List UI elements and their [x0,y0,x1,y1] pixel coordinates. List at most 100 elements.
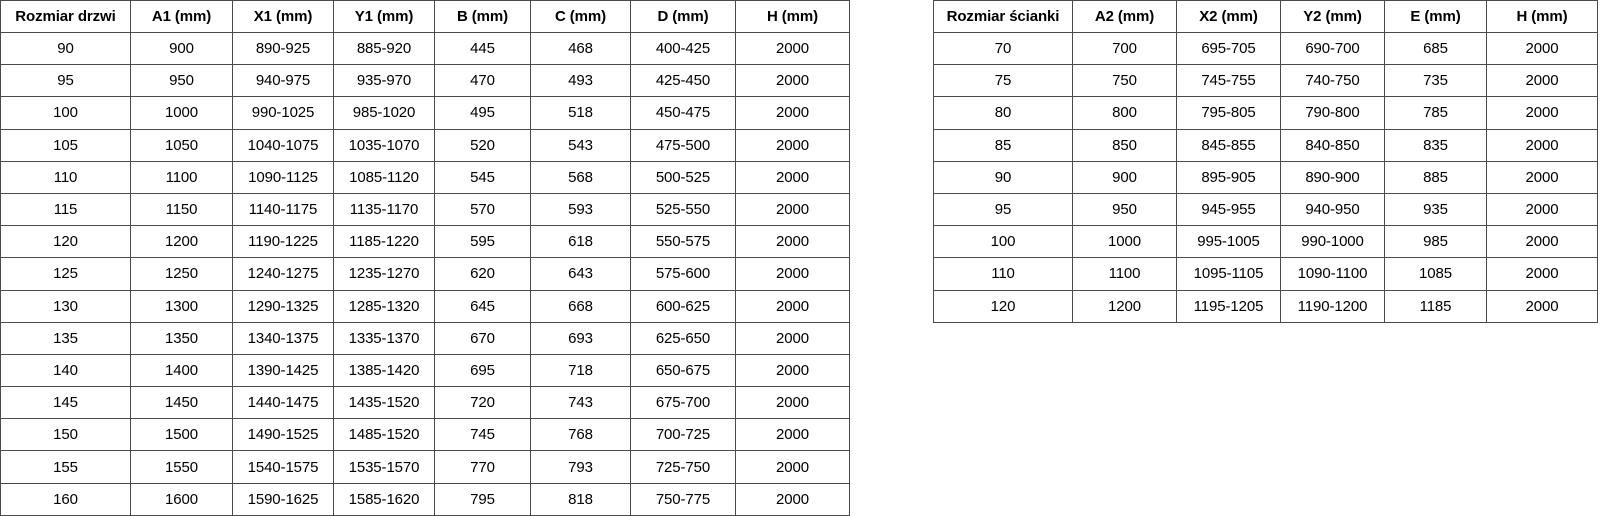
table-cell: 768 [530,418,631,452]
table-cell: 745 [434,418,531,452]
table-cell: 2000 [1486,128,1598,162]
table-cell: 2000 [735,386,850,420]
table-cell: 543 [530,128,631,162]
table-row: 130 1300 1290-1325 1285-1320 645 668 600-625 20… [0,289,850,323]
table-cell: 470 [434,64,531,98]
table-cell: 1500 [130,418,233,452]
table-cell: 1335-1370 [333,321,435,355]
table-cell: 645 [434,289,531,323]
column-header: H (mm) [1486,0,1598,33]
table-cell: 1240-1275 [232,257,334,291]
table-cell: 120 [0,225,131,259]
table-cell: 693 [530,321,631,355]
column-header: C (mm) [530,0,631,33]
table-cell: 110 [0,160,131,194]
table-cell: 800 [1072,96,1177,130]
table-row: 160 1600 1590-1625 1585-1620 795 818 750-775 20… [0,482,850,516]
table-cell: 1385-1420 [333,353,435,388]
table-cell: 75 [933,64,1073,98]
table-cell: 160 [0,482,131,516]
table-cell: 940-950 [1280,192,1385,227]
table-cell: 115 [0,192,131,227]
table-cell: 950 [130,64,233,98]
table-row: 115 1150 1140-1175 1135-1170 570 593 525-550 20… [0,192,850,227]
table-cell: 935-970 [333,64,435,98]
table-cell: 105 [0,128,131,162]
table-row: 100 1000 990-1025 985-1020 495 518 450-475 2000 [0,96,850,130]
table-cell: 1185 [1384,289,1487,323]
table-cell: 990-1025 [232,96,334,130]
table-cell: 2000 [1486,31,1598,66]
table-cell: 2000 [735,128,850,162]
table-cell: 1350 [130,321,233,355]
table-cell: 2000 [1486,160,1598,194]
table-row: 120 1200 1195-1205 1190-1200 1185 2000 [933,289,1598,323]
wall-panel-size-table-header: Rozmiar ścianki A2 (mm) X2 (mm) Y2 (mm) E (m… [933,0,1598,33]
table-cell: 2000 [735,225,850,259]
table-row: 155 1550 1540-1575 1535-1570 770 793 725-750 20… [0,450,850,484]
table-cell: 2000 [735,160,850,194]
table-cell: 1200 [130,225,233,259]
table-cell: 90 [0,31,131,66]
table-cell: 2000 [1486,257,1598,291]
table-row: 90 900 890-925 885-920 445 468 400-425 2000 [0,31,850,66]
column-header: D (mm) [630,0,736,33]
table-cell: 2000 [735,482,850,516]
table-cell: 468 [530,31,631,66]
table-cell: 1440-1475 [232,386,334,420]
column-header: E (mm) [1384,0,1487,33]
table-cell: 935 [1384,192,1487,227]
table-cell: 985 [1384,225,1487,259]
column-header: A1 (mm) [130,0,233,33]
table-cell: 2000 [735,96,850,130]
table-cell: 795-805 [1176,96,1281,130]
table-cell: 1095-1105 [1176,257,1281,291]
table-cell: 885-920 [333,31,435,66]
table-cell: 1400 [130,353,233,388]
table-cell: 85 [933,128,1073,162]
table-cell: 700-725 [630,418,736,452]
table-cell: 950 [1072,192,1177,227]
table-cell: 685 [1384,31,1487,66]
table-row: 90 900 895-905 890-900 885 2000 [933,160,1598,194]
table-row: 100 1000 995-1005 990-1000 985 2000 [933,225,1598,259]
door-size-table-body: 90 900 890-925 885-920 445 468 400-425 2000 95 95… [0,31,850,516]
table-cell: 95 [0,64,131,98]
table-cell: 900 [130,31,233,66]
table-cell: 1140-1175 [232,192,334,227]
door-size-table-header: Rozmiar drzwi A1 (mm) X1 (mm) Y1 (mm) B (mm)… [0,0,850,33]
table-cell: 1540-1575 [232,450,334,484]
table-cell: 568 [530,160,631,194]
table-cell: 1300 [130,289,233,323]
table-cell: 675-700 [630,386,736,420]
table-cell: 2000 [735,353,850,388]
table-cell: 790-800 [1280,96,1385,130]
table-cell: 1085 [1384,257,1487,291]
table-cell: 1600 [130,482,233,516]
table-cell: 793 [530,450,631,484]
table-cell: 2000 [1486,96,1598,130]
column-header: Rozmiar drzwi [0,0,131,33]
table-cell: 850 [1072,128,1177,162]
table-cell: 2000 [735,257,850,291]
table-cell: 985-1020 [333,96,435,130]
table-cell: 1050 [130,128,233,162]
table-cell: 895-905 [1176,160,1281,194]
table-cell: 743 [530,386,631,420]
table-cell: 520 [434,128,531,162]
table-cell: 1190-1225 [232,225,334,259]
table-cell: 690-700 [1280,31,1385,66]
table-cell: 770 [434,450,531,484]
table-cell: 1390-1425 [232,353,334,388]
table-cell: 150 [0,418,131,452]
table-cell: 740-750 [1280,64,1385,98]
table-cell: 1035-1070 [333,128,435,162]
table-cell: 2000 [735,321,850,355]
table-cell: 1435-1520 [333,386,435,420]
table-cell: 2000 [735,450,850,484]
table-cell: 1135-1170 [333,192,435,227]
table-cell: 1150 [130,192,233,227]
table-cell: 750 [1072,64,1177,98]
table-cell: 1000 [130,96,233,130]
